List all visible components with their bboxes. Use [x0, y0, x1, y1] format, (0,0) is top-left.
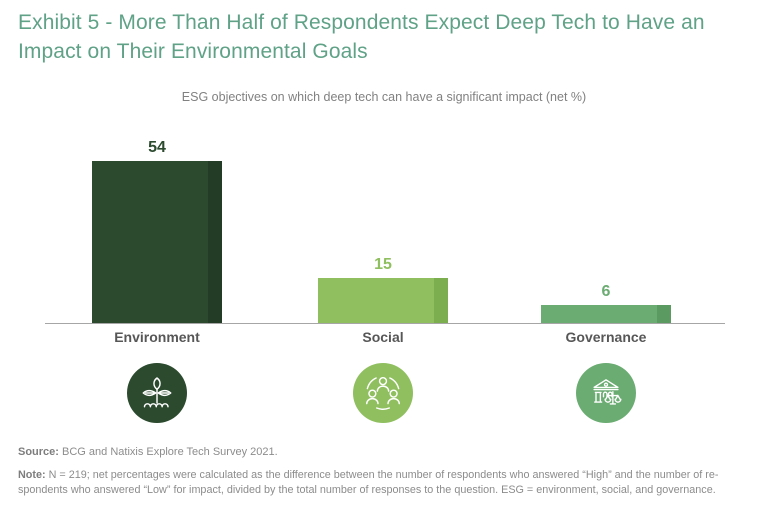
source-label: Source:: [18, 446, 59, 458]
note-label: Note:: [18, 469, 46, 481]
bank-scales-icon: [576, 363, 636, 423]
footer: Source: BCG and Natixis Explore Tech Sur…: [18, 446, 763, 497]
category-label-social: Social: [362, 329, 404, 345]
people-icon: [353, 363, 413, 423]
category-label-governance: Governance: [565, 329, 647, 345]
exhibit-title-line2: Impact on Their Environmental Goals: [18, 40, 368, 63]
bar-group-environment: 54: [92, 139, 222, 323]
bar-shade-social: [434, 278, 448, 323]
x-axis-line: [45, 323, 725, 324]
note-text-line2: spondents who answered “Low” for impact,…: [18, 483, 716, 496]
category-label-environment: Environment: [114, 329, 200, 345]
source-line: Source: BCG and Natixis Explore Tech Sur…: [18, 446, 763, 458]
bar-group-governance: 6: [541, 283, 671, 323]
bar-shade-governance: [657, 305, 671, 323]
bar-shade-environment: [208, 161, 222, 323]
bar-group-social: 15: [318, 256, 448, 323]
exhibit-title-line1: Exhibit 5 - More Than Half of Respondent…: [18, 11, 705, 34]
bar-governance: [541, 305, 671, 323]
note-line: Note: N = 219; net percentages were calc…: [18, 468, 763, 497]
plant-icon: [127, 363, 187, 423]
bar-environment: [92, 161, 222, 323]
bar-value-environment: 54: [148, 139, 166, 156]
note-text-line1: N = 219; net percentages were calculated…: [45, 469, 719, 481]
bar-social: [318, 278, 448, 323]
bar-value-social: 15: [374, 256, 392, 273]
exhibit-title: Exhibit 5 - More Than Half of Respondent…: [18, 8, 748, 66]
source-text: BCG and Natixis Explore Tech Survey 2021…: [58, 446, 278, 458]
chart-subtitle: ESG objectives on which deep tech can ha…: [181, 90, 587, 104]
bar-value-governance: 6: [601, 283, 611, 300]
